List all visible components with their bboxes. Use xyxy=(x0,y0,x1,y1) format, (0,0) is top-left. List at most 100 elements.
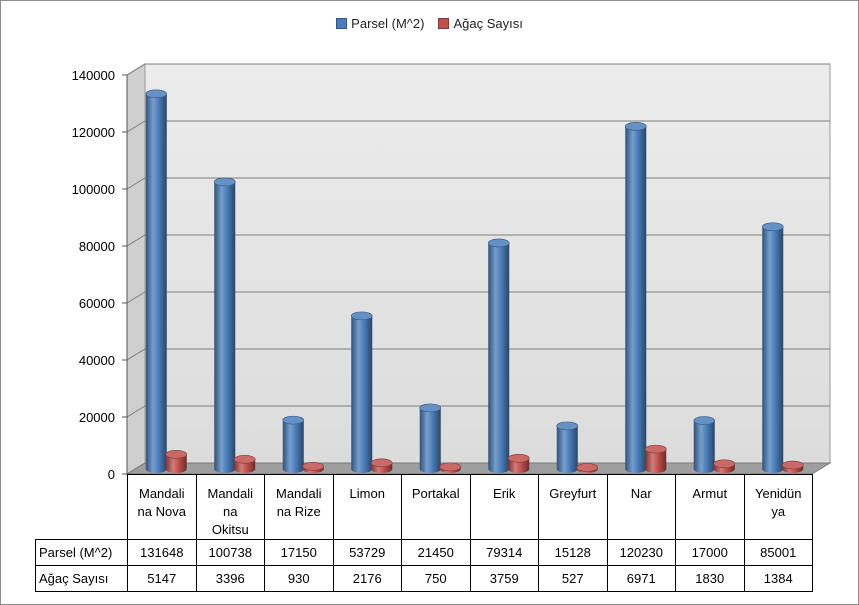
value-cell: 85001 xyxy=(743,539,813,566)
side-wall xyxy=(126,63,146,475)
legend-swatch xyxy=(438,17,450,29)
category-label-line: Limon xyxy=(349,486,385,501)
y-tick-label: 20000 xyxy=(79,410,115,425)
category-label-line: Yenidün xyxy=(754,486,802,501)
value-cell: 930 xyxy=(264,565,334,592)
bar-1-9 xyxy=(781,460,804,473)
bar-1-6 xyxy=(576,463,599,473)
category-label-line: Mandali xyxy=(138,486,185,501)
bar-body xyxy=(762,226,784,473)
bar-1-3 xyxy=(370,458,393,473)
bar-0-1 xyxy=(213,177,236,473)
bar-cap xyxy=(419,403,442,413)
bar-cap xyxy=(761,222,784,232)
gridline xyxy=(126,291,830,304)
bar-0-6 xyxy=(556,421,579,473)
back-wall xyxy=(144,63,831,464)
bar-cap xyxy=(302,462,325,471)
bar-cap xyxy=(213,177,236,187)
category-cell: Yenidün ya xyxy=(743,474,813,540)
y-tick-label: 100000 xyxy=(72,182,115,197)
category-label-line: Portakal xyxy=(411,486,460,501)
bar-body xyxy=(693,420,715,473)
bar-cap xyxy=(693,416,716,425)
category-label-line: Okitsu xyxy=(211,522,249,537)
bar-cap xyxy=(507,453,530,463)
table-row: Ağaç Sayısı 5147 3396 930 2176 750 3759 527 6971… xyxy=(35,565,813,592)
y-tick-label: 120000 xyxy=(72,125,115,140)
bar-body xyxy=(282,420,304,473)
category-row: Mandali na Nova Mandali na Okitsu Mandali na R… xyxy=(36,474,813,540)
y-tick-label: 40000 xyxy=(79,353,115,368)
bar-cap xyxy=(370,458,393,468)
category-cell: Mandali na Okitsu xyxy=(195,474,265,540)
value-cell: 3759 xyxy=(469,565,539,592)
bar-0-0 xyxy=(145,89,168,474)
value-cell: 527 xyxy=(538,565,608,592)
table-corner xyxy=(36,475,128,540)
legend-swatch xyxy=(336,17,348,29)
value-cell: 15128 xyxy=(538,539,608,566)
bar-0-9 xyxy=(761,222,784,473)
category-label-line: Mandali xyxy=(275,486,322,501)
bar-body xyxy=(625,126,647,474)
value-cell: 2176 xyxy=(332,565,402,592)
legend-item: Parsel (M^2) xyxy=(336,16,424,31)
category-cell: Armut xyxy=(675,474,745,540)
table-row: Parsel (M^2) 131648 100738 17150 53729 21450 7… xyxy=(35,539,813,566)
category-label-line: Erik xyxy=(493,486,516,501)
row-label: Ağaç Sayısı xyxy=(35,565,128,592)
value-cell: 120230 xyxy=(606,539,676,566)
bar-body xyxy=(419,407,441,473)
bar-1-0 xyxy=(165,450,188,473)
bar-cap xyxy=(145,89,168,99)
bar-body xyxy=(165,454,187,473)
category-label-line: Greyfurt xyxy=(549,486,597,501)
category-cell: Mandali na Rize xyxy=(264,474,334,540)
legend: Parsel (M^2) Ağaç Sayısı xyxy=(0,13,859,33)
category-cell: Limon xyxy=(332,474,402,540)
gridline xyxy=(126,348,830,361)
bar-body xyxy=(214,181,236,473)
value-cell: 1384 xyxy=(743,565,813,592)
bar-0-2 xyxy=(282,415,305,473)
bar-0-8 xyxy=(693,416,716,473)
bar-1-5 xyxy=(507,453,530,473)
bar-body xyxy=(351,315,373,473)
bar-1-7 xyxy=(644,444,667,473)
gridline xyxy=(126,234,830,247)
bar-body xyxy=(145,93,167,474)
y-tick-label: 140000 xyxy=(72,68,115,83)
bar-cap xyxy=(165,450,188,459)
category-label-line: ya xyxy=(771,504,786,519)
bar-1-8 xyxy=(713,459,736,473)
value-cell: 21450 xyxy=(401,539,471,566)
bar-body xyxy=(556,425,578,473)
bar-0-5 xyxy=(487,238,510,473)
category-label-line: na Nova xyxy=(137,504,186,519)
bar-body xyxy=(488,242,510,473)
category-label-line: Armut xyxy=(692,486,728,501)
gridline xyxy=(126,63,830,76)
category-label-line: Mandali xyxy=(207,486,254,501)
legend-label: Ağaç Sayısı xyxy=(453,15,523,31)
category-cell: Portakal xyxy=(401,474,471,540)
y-tick-label: 60000 xyxy=(79,296,115,311)
value-cell: 3396 xyxy=(195,565,265,592)
bar-0-3 xyxy=(350,311,373,473)
bar-cap xyxy=(556,421,579,431)
bar-cap xyxy=(713,459,736,469)
value-cell: 750 xyxy=(401,565,471,592)
gridline xyxy=(126,405,830,418)
value-cell: 17150 xyxy=(264,539,334,566)
category-label-line: na Rize xyxy=(276,504,321,519)
value-cell: 6971 xyxy=(606,565,676,592)
bar-1-4 xyxy=(439,462,462,473)
bar-body xyxy=(645,449,667,473)
bar-cap xyxy=(576,463,599,472)
category-label-line: Nar xyxy=(630,486,652,501)
bar-cap xyxy=(781,460,804,470)
bar-0-7 xyxy=(624,122,647,474)
bar-1-2 xyxy=(302,462,325,473)
